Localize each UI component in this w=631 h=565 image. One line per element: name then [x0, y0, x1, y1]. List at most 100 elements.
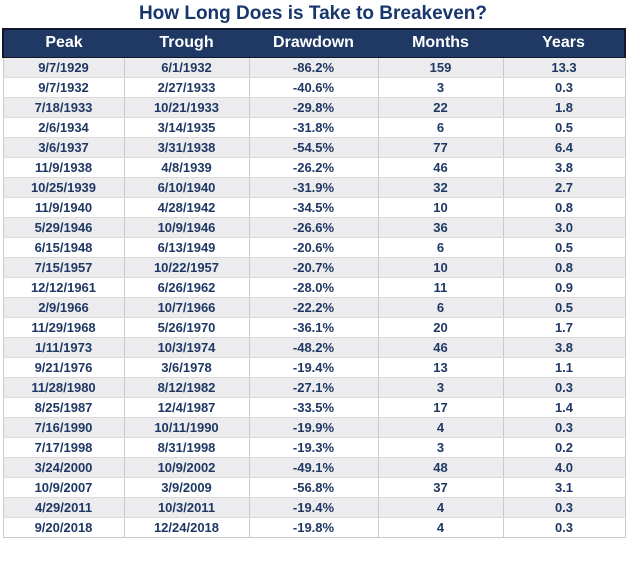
table-cell: 3.0 [503, 217, 626, 238]
table-cell: 4/29/2011 [2, 497, 125, 518]
column-header-years: Years [503, 28, 626, 58]
table-cell: 1.8 [503, 97, 626, 118]
table-cell: 2/6/1934 [2, 117, 125, 138]
table-cell: 0.3 [503, 497, 626, 518]
table-cell: 1.1 [503, 357, 626, 378]
table-cell: -19.3% [249, 437, 379, 458]
table-row: 9/21/1976 3/6/1978 -19.4% 13 1.1 [2, 357, 626, 378]
table-cell: -31.9% [249, 177, 379, 198]
table-cell: -19.4% [249, 357, 379, 378]
table-cell: 6.4 [503, 137, 626, 158]
table-cell: 0.3 [503, 377, 626, 398]
table-row: 10/25/1939 6/10/1940 -31.9% 32 2.7 [2, 177, 626, 198]
table-cell: 10/9/2007 [2, 477, 125, 498]
table-cell: 0.9 [503, 277, 626, 298]
table-row: 11/28/1980 8/12/1982 -27.1% 3 0.3 [2, 377, 626, 398]
table-cell: 9/7/1929 [2, 57, 125, 78]
column-header-drawdown: Drawdown [249, 28, 378, 58]
table-cell: 0.3 [503, 517, 626, 538]
table-cell: 13.3 [503, 57, 626, 78]
table-cell: -26.2% [249, 157, 379, 178]
table-cell: 37 [378, 477, 504, 498]
table-row: 3/24/2000 10/9/2002 -49.1% 48 4.0 [2, 457, 626, 478]
table-cell: 12/4/1987 [124, 397, 250, 418]
table-cell: 9/21/1976 [2, 357, 125, 378]
table-cell: 3.1 [503, 477, 626, 498]
table-cell: 11/9/1940 [2, 197, 125, 218]
table-header: Peak Trough Drawdown Months Years [2, 28, 626, 58]
table-cell: 0.5 [503, 117, 626, 138]
table-cell: 6 [378, 117, 504, 138]
table-cell: 6 [378, 297, 504, 318]
table-cell: 12/24/2018 [124, 517, 250, 538]
table-cell: -56.8% [249, 477, 379, 498]
table-cell: 46 [378, 157, 504, 178]
table-cell: 4 [378, 417, 504, 438]
table-row: 7/17/1998 8/31/1998 -19.3% 3 0.2 [2, 437, 626, 458]
table-cell: 4 [378, 497, 504, 518]
breakeven-table: Peak Trough Drawdown Months Years 9/7/19… [2, 28, 626, 538]
table-cell: 8/25/1987 [2, 397, 125, 418]
table-cell: -22.2% [249, 297, 379, 318]
table-cell: 0.5 [503, 297, 626, 318]
table-cell: 6/10/1940 [124, 177, 250, 198]
table-cell: 3/6/1978 [124, 357, 250, 378]
table-cell: -29.8% [249, 97, 379, 118]
table-cell: 5/26/1970 [124, 317, 250, 338]
table-cell: 3 [378, 437, 504, 458]
table-cell: 4/8/1939 [124, 157, 250, 178]
table-cell: 0.5 [503, 237, 626, 258]
table-cell: -33.5% [249, 397, 379, 418]
table-cell: 46 [378, 337, 504, 358]
table-cell: -20.7% [249, 257, 379, 278]
table-cell: 7/17/1998 [2, 437, 125, 458]
table-cell: 7/16/1990 [2, 417, 125, 438]
table-cell: 5/29/1946 [2, 217, 125, 238]
table-cell: -27.1% [249, 377, 379, 398]
table-cell: 11/29/1968 [2, 317, 125, 338]
column-header-months: Months [378, 28, 503, 58]
table-cell: -36.1% [249, 317, 379, 338]
table-cell: 3/31/1938 [124, 137, 250, 158]
table-cell: -86.2% [249, 57, 379, 78]
table-cell: 6/13/1949 [124, 237, 250, 258]
table-cell: -19.4% [249, 497, 379, 518]
table-row: 2/9/1966 10/7/1966 -22.2% 6 0.5 [2, 297, 626, 318]
table-cell: 4/28/1942 [124, 197, 250, 218]
table-cell: 159 [378, 57, 504, 78]
table-row: 2/6/1934 3/14/1935 -31.8% 6 0.5 [2, 117, 626, 138]
table-cell: 4 [378, 517, 504, 538]
table-cell: 1/11/1973 [2, 337, 125, 358]
table-cell: 2.7 [503, 177, 626, 198]
table-cell: 10/9/1946 [124, 217, 250, 238]
table-cell: 10 [378, 197, 504, 218]
table-cell: 10/3/1974 [124, 337, 250, 358]
table-cell: 36 [378, 217, 504, 238]
table-cell: 4.0 [503, 457, 626, 478]
table-cell: 3 [378, 377, 504, 398]
table-cell: 11 [378, 277, 504, 298]
table-cell: 12/12/1961 [2, 277, 125, 298]
table-row: 8/25/1987 12/4/1987 -33.5% 17 1.4 [2, 397, 626, 418]
table-cell: 11/28/1980 [2, 377, 125, 398]
column-header-peak: Peak [2, 28, 124, 58]
table-cell: -19.8% [249, 517, 379, 538]
table-cell: 22 [378, 97, 504, 118]
table-cell: -34.5% [249, 197, 379, 218]
table-cell: 6/1/1932 [124, 57, 250, 78]
table-cell: 0.2 [503, 437, 626, 458]
table-cell: 3.8 [503, 337, 626, 358]
table-cell: 10/7/1966 [124, 297, 250, 318]
table-cell: 1.4 [503, 397, 626, 418]
table-cell: 10/9/2002 [124, 457, 250, 478]
table-row: 9/20/2018 12/24/2018 -19.8% 4 0.3 [2, 517, 626, 538]
table-row: 3/6/1937 3/31/1938 -54.5% 77 6.4 [2, 137, 626, 158]
table-cell: 3 [378, 77, 504, 98]
table-row: 7/15/1957 10/22/1957 -20.7% 10 0.8 [2, 257, 626, 278]
table-cell: 10/11/1990 [124, 417, 250, 438]
table-cell: 7/15/1957 [2, 257, 125, 278]
table-row: 5/29/1946 10/9/1946 -26.6% 36 3.0 [2, 217, 626, 238]
table-cell: -19.9% [249, 417, 379, 438]
table-cell: 11/9/1938 [2, 157, 125, 178]
table-cell: 8/31/1998 [124, 437, 250, 458]
